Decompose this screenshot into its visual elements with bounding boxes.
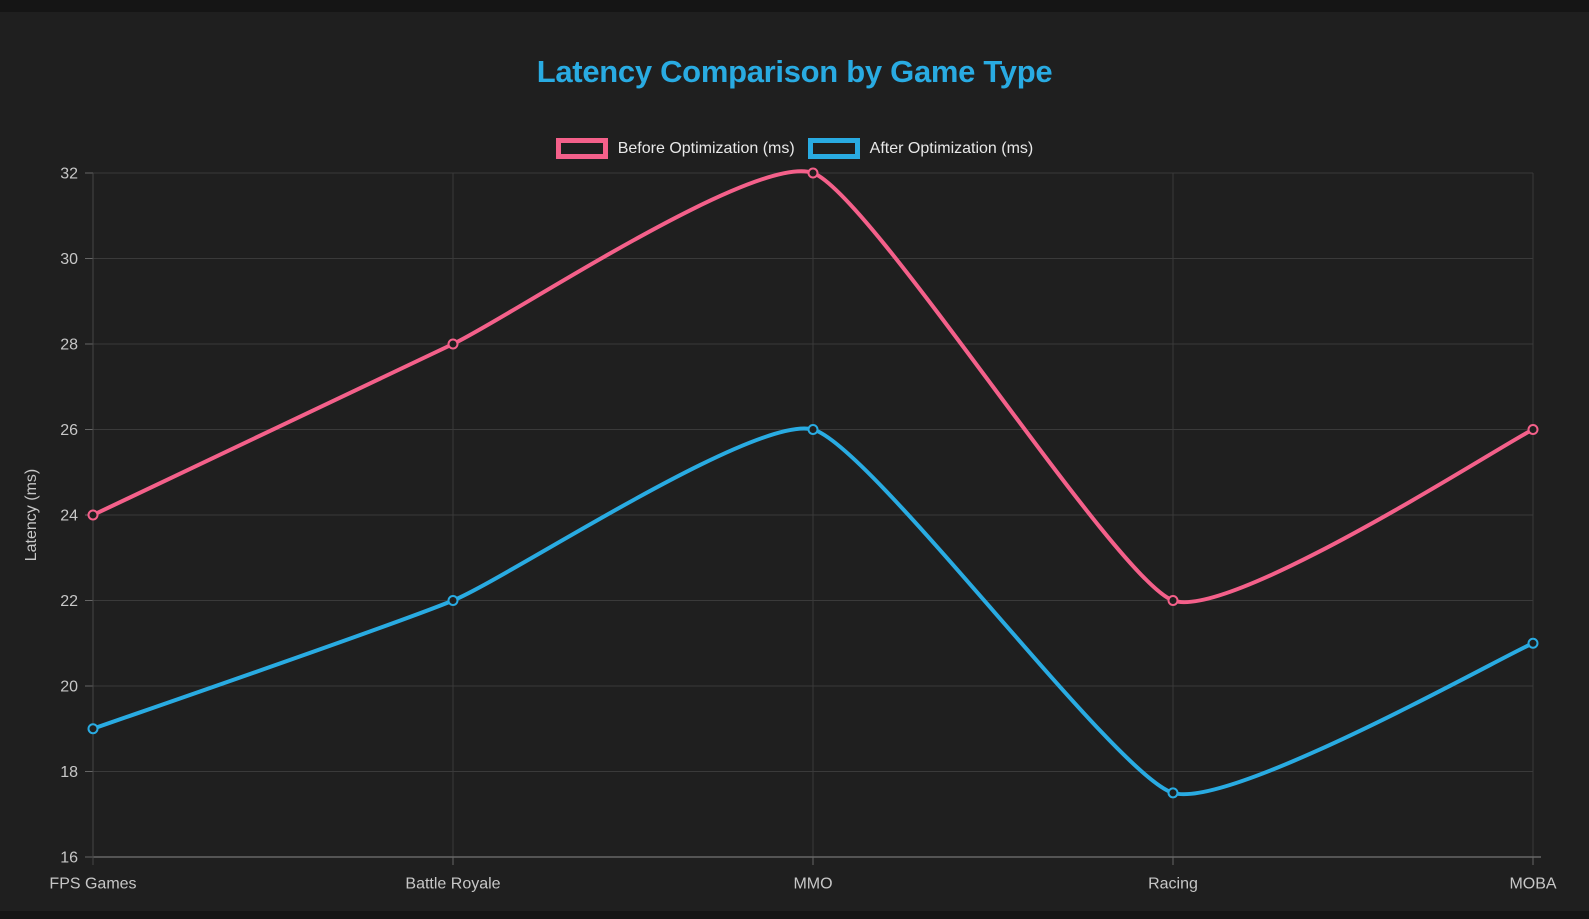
y-tick-label: 20 — [60, 679, 78, 696]
data-point-s1-3[interactable] — [1167, 787, 1179, 799]
legend-swatch-icon — [555, 138, 608, 159]
data-point-s1-4[interactable] — [1527, 637, 1539, 649]
chart-title: Latency Comparison by Game Type — [536, 54, 1053, 89]
y-tick-label: 22 — [60, 593, 78, 610]
y-axis-title: Latency (ms) — [23, 469, 40, 561]
legend-item-0[interactable]: Before Optimization (ms) — [555, 138, 795, 159]
y-tick-label: 28 — [60, 337, 78, 354]
legend-label: Before Optimization (ms) — [617, 140, 795, 157]
x-tick-label: MOBA — [1509, 875, 1556, 892]
y-tick-label: 32 — [60, 166, 78, 183]
data-point-s1-2[interactable] — [807, 424, 819, 435]
y-tick-label: 18 — [60, 764, 78, 781]
x-tick-label: MMO — [793, 875, 832, 892]
top-edge-strip — [0, 0, 1589, 12]
data-point-s0-0[interactable] — [87, 509, 99, 521]
x-tick-label: Battle Royale — [405, 875, 500, 892]
data-point-s0-2[interactable] — [807, 167, 819, 179]
legend-label: After Optimization (ms) — [869, 140, 1034, 157]
data-point-s0-4[interactable] — [1527, 424, 1539, 435]
y-tick-label: 16 — [60, 850, 78, 867]
x-tick-label: FPS Games — [49, 875, 136, 892]
data-point-s0-1[interactable] — [447, 338, 459, 350]
chart-legend: Before Optimization (ms) After Optimizati… — [0, 138, 1589, 159]
series-line-0[interactable] — [91, 169, 1535, 605]
data-point-s1-0[interactable] — [87, 723, 99, 735]
legend-item-1[interactable]: After Optimization (ms) — [807, 138, 1034, 159]
y-tick-label: 26 — [60, 422, 78, 439]
x-tick-label: Racing — [1148, 875, 1198, 892]
data-point-s1-1[interactable] — [447, 595, 459, 606]
bottom-edge-strip — [0, 911, 1589, 919]
y-tick-label: 24 — [60, 508, 78, 525]
data-point-s0-3[interactable] — [1167, 595, 1179, 606]
series-line-1[interactable] — [91, 426, 1535, 797]
y-tick-label: 30 — [60, 251, 78, 268]
legend-swatch-icon — [807, 138, 860, 159]
